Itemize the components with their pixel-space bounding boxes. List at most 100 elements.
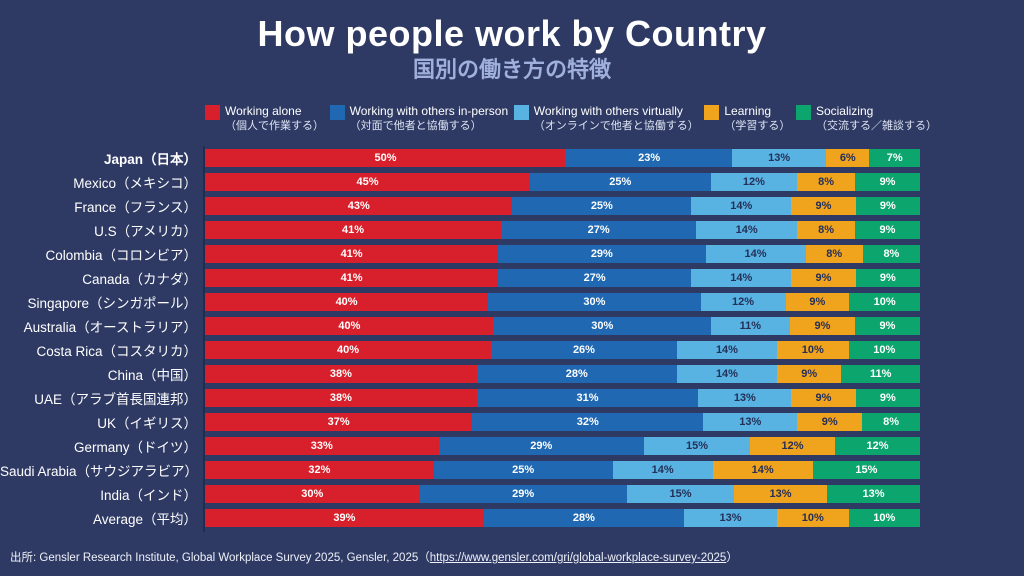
row-label: Average（平均） <box>92 512 197 527</box>
bar-segment: 13% <box>734 485 828 503</box>
bar-segment: 14% <box>705 245 806 263</box>
bar-segment: 32% <box>205 461 434 479</box>
bar-segment: 14% <box>676 341 777 359</box>
bar-segment: 37% <box>205 413 473 431</box>
bar-segment: 33% <box>205 437 439 455</box>
bar-segment: 14% <box>691 197 792 215</box>
chart-row: Colombia（コロンビア） 41% 29% 14% 8% 8% <box>0 242 920 266</box>
bar-segment: 12% <box>835 437 920 455</box>
chart-axis-line <box>203 146 205 532</box>
row-label: China（中国） <box>107 368 197 383</box>
row-label: Canada（カナダ） <box>82 272 197 287</box>
bar-segment: 13% <box>827 485 920 503</box>
bar-segment: 15% <box>812 461 920 479</box>
bar-segment: 23% <box>566 149 733 167</box>
stacked-bar: 50% 23% 13% 6% 7% <box>205 149 920 167</box>
legend-item: Working with others virtually （オンラインで他者と協… <box>513 104 699 134</box>
legend-swatch-icon <box>795 105 811 120</box>
row-label: India（インド） <box>100 488 197 503</box>
chart-row: Germany（ドイツ） 33% 29% 15% 12% 12% <box>0 434 920 458</box>
chart-row: India（インド） 30% 29% 15% 13% 13% <box>0 482 920 506</box>
bar-segment: 14% <box>712 461 813 479</box>
bar-segment: 12% <box>710 173 798 191</box>
source-text-suffix: ） <box>726 552 738 564</box>
legend-swatch-icon <box>205 105 220 120</box>
chart-row: China（中国） 38% 28% 14% 9% 11% <box>0 362 920 386</box>
stacked-bar: 41% 27% 14% 8% 9% <box>205 221 920 239</box>
bar-segment: 11% <box>710 317 790 335</box>
stacked-bar: 39% 28% 13% 10% 10% <box>205 509 920 527</box>
bar-segment: 15% <box>626 485 735 503</box>
chart-row: UK（イギリス） 37% 32% 13% 9% 8% <box>0 410 920 434</box>
stacked-bar: 33% 29% 15% 12% 12% <box>205 437 920 455</box>
bar-segment: 29% <box>498 245 706 263</box>
bar-segment: 28% <box>483 509 685 527</box>
legend-label-jp: （オンラインで他者と協働する） <box>533 120 699 132</box>
legend-label-en: Working with others virtually <box>533 104 683 118</box>
bar-segment: 13% <box>703 413 798 431</box>
row-label: UAE（アラブ首長国連邦） <box>34 392 197 407</box>
row-label: Saudi Arabia（サウジアラビア） <box>0 464 199 479</box>
bar-segment: 9% <box>797 413 863 431</box>
bar-segment: 9% <box>777 365 842 383</box>
chart-row: Saudi Arabia（サウジアラビア） 32% 25% 14% 14% 15% <box>0 458 920 482</box>
chart-row: Average（平均） 39% 28% 13% 10% 10% <box>0 506 920 530</box>
legend-label-jp: （個人で作業する） <box>225 120 324 132</box>
legend-label-en: Working alone <box>225 104 302 118</box>
bar-segment: 30% <box>205 485 420 503</box>
bar-segment: 15% <box>643 437 751 455</box>
bar-segment: 41% <box>205 221 502 239</box>
bar-segment: 38% <box>205 389 477 407</box>
bar-segment: 12% <box>750 437 836 455</box>
stacked-bar: 30% 29% 15% 13% 13% <box>205 485 920 503</box>
bar-segment: 9% <box>855 221 920 239</box>
legend-label-jp: （対面で他者と協働する） <box>349 120 482 132</box>
bar-segment: 14% <box>676 365 777 383</box>
bar-segment: 30% <box>488 293 701 311</box>
bar-segment: 41% <box>205 245 499 263</box>
bar-segment: 14% <box>696 221 798 239</box>
legend-swatch-icon <box>513 105 529 120</box>
page-title: How people work by Country <box>257 13 767 54</box>
stacked-bar: 32% 25% 14% 14% 15% <box>205 461 920 479</box>
stacked-bar: 45% 25% 12% 8% 9% <box>205 173 921 191</box>
bar-segment: 13% <box>684 509 777 527</box>
legend-item: Socializing （交流する／雑談する） <box>795 104 937 134</box>
stacked-bar: 41% 29% 14% 8% 8% <box>205 245 920 263</box>
bar-segment: 25% <box>530 173 711 191</box>
bar-segment: 31% <box>476 389 699 407</box>
bar-segment: 25% <box>512 197 692 215</box>
bar-segment: 6% <box>826 149 870 167</box>
bar-segment: 10% <box>777 341 849 359</box>
stacked-bar: 38% 31% 13% 9% 9% <box>205 389 920 407</box>
bar-segment: 9% <box>855 317 920 335</box>
bar-segment: 9% <box>855 389 920 407</box>
legend-item: Working with others in-person （対面で他者と協働する… <box>329 104 508 134</box>
bar-segment: 26% <box>491 341 677 359</box>
source-link[interactable]: https://www.gensler.com/gri/global-workp… <box>429 552 727 564</box>
stacked-bar: 37% 32% 13% 9% 8% <box>205 413 920 431</box>
bar-segment: 40% <box>205 317 494 335</box>
bar-segment: 32% <box>472 413 704 431</box>
legend-swatch-icon <box>329 105 345 120</box>
bar-segment: 27% <box>498 269 692 287</box>
bar-segment: 10% <box>848 341 920 359</box>
bar-segment: 13% <box>698 389 792 407</box>
bar-segment: 9% <box>790 317 855 335</box>
row-label: France（フランス） <box>74 200 197 215</box>
bar-segment: 27% <box>501 221 697 239</box>
bar-segment: 9% <box>785 293 850 311</box>
bar-segment: 14% <box>612 461 713 479</box>
legend-label-jp: （交流する／雑談する） <box>815 120 937 132</box>
row-label: UK（イギリス） <box>97 416 197 431</box>
bar-segment: 45% <box>205 173 530 191</box>
bar-segment: 40% <box>205 341 491 359</box>
row-label: Colombia（コロンビア） <box>45 248 197 263</box>
bar-segment: 11% <box>841 365 920 383</box>
bar-segment: 8% <box>805 245 863 263</box>
chart-row: Japan（日本） 50% 23% 13% 6% 7% <box>0 146 920 170</box>
bar-segment: 8% <box>862 245 920 263</box>
bar-segment: 7% <box>869 149 920 167</box>
stacked-bar: 41% 27% 14% 9% 9% <box>205 269 920 287</box>
